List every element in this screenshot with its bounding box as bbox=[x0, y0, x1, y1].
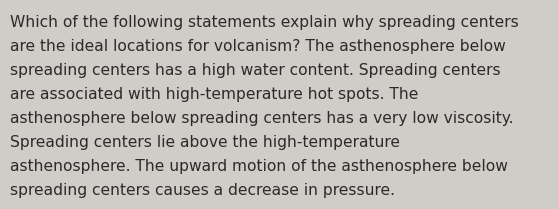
Text: are associated with high-temperature hot spots. The: are associated with high-temperature hot… bbox=[10, 87, 418, 102]
Text: spreading centers has a high water content. Spreading centers: spreading centers has a high water conte… bbox=[10, 63, 501, 78]
Text: asthenosphere below spreading centers has a very low viscosity.: asthenosphere below spreading centers ha… bbox=[10, 111, 513, 126]
Text: spreading centers causes a decrease in pressure.: spreading centers causes a decrease in p… bbox=[10, 183, 395, 198]
Text: Which of the following statements explain why spreading centers: Which of the following statements explai… bbox=[10, 15, 519, 30]
Text: are the ideal locations for volcanism? The asthenosphere below: are the ideal locations for volcanism? T… bbox=[10, 39, 506, 54]
Text: asthenosphere. The upward motion of the asthenosphere below: asthenosphere. The upward motion of the … bbox=[10, 159, 508, 174]
Text: Spreading centers lie above the high-temperature: Spreading centers lie above the high-tem… bbox=[10, 135, 400, 150]
